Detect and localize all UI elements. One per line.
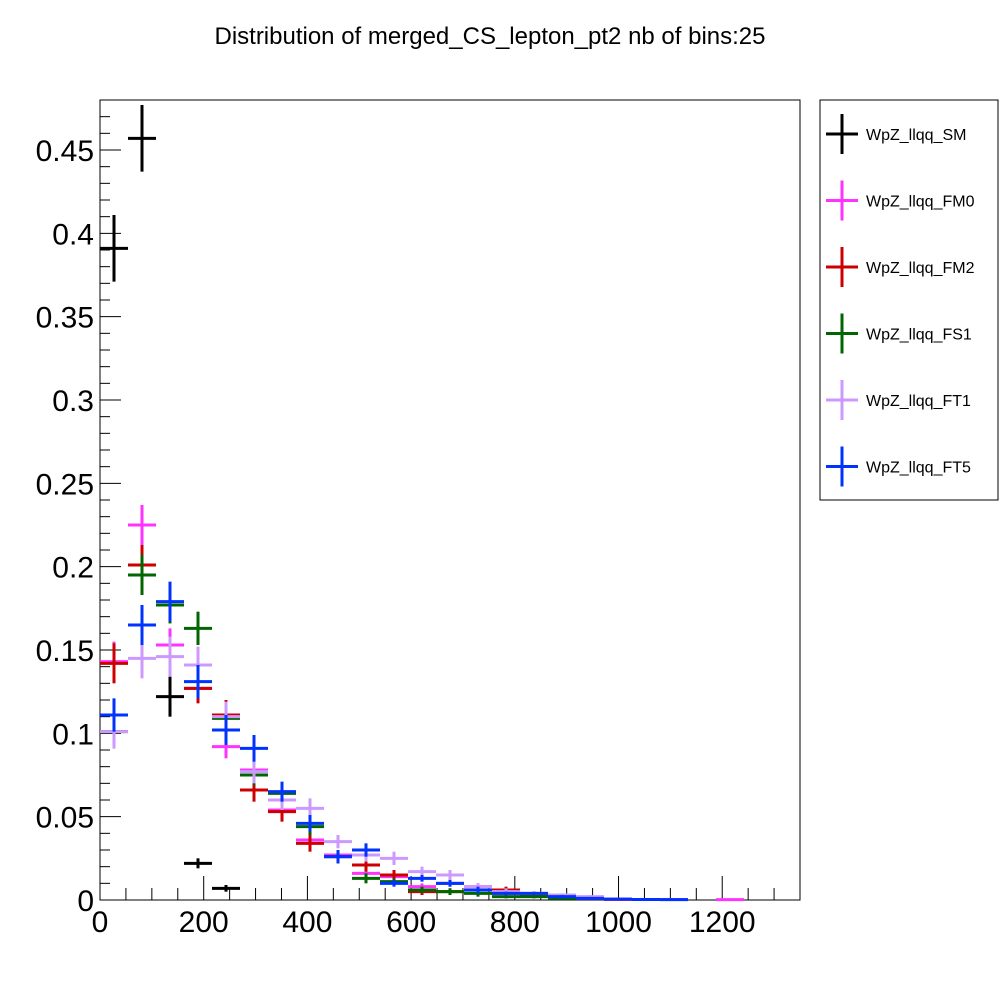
data-point [240, 760, 268, 784]
data-point [240, 735, 268, 762]
y-tick-label: 0.05 [36, 802, 94, 835]
x-tick-label: 800 [490, 906, 540, 939]
y-tick-label: 0.25 [36, 468, 94, 501]
data-series-layer [100, 105, 744, 902]
data-point [212, 885, 240, 892]
data-point [436, 880, 464, 887]
data-point [352, 843, 380, 857]
legend-label: WpZ_llqq_FM2 [866, 260, 975, 277]
y-tick-label: 0.45 [36, 135, 94, 168]
data-point [128, 105, 156, 172]
x-tick-label: 0 [92, 906, 109, 939]
legend-items: WpZ_llqq_SM WpZ_llqq_FM0 WpZ_llqq_FM2 WpZ_l… [826, 114, 975, 487]
data-point [548, 895, 576, 899]
legend-label: WpZ_llqq_FM0 [866, 194, 975, 211]
y-tick-label: 0.4 [52, 218, 94, 251]
data-point [436, 888, 464, 895]
data-point [156, 636, 184, 677]
data-point [408, 886, 436, 894]
y-tick-label: 0.2 [52, 552, 94, 585]
data-point [184, 611, 212, 645]
x-tick-label: 1000 [585, 906, 652, 939]
data-point [324, 835, 352, 849]
data-point [184, 858, 212, 869]
legend-box [819, 99, 999, 501]
y-tick-label: 0.1 [52, 718, 94, 751]
series-WpZ_llqq_FT5 [100, 581, 688, 902]
data-point [100, 643, 128, 684]
y-axis: 0 0.05 0.1 0.15 0.2 0.25 0.3 0.35 0.4 0.45 [36, 116, 121, 918]
x-tick-label: 1200 [689, 906, 756, 939]
data-point [380, 851, 408, 865]
series-WpZ_llqq_SM [100, 105, 240, 892]
data-point [492, 895, 520, 899]
data-point [212, 715, 240, 745]
x-tick-label: 400 [282, 906, 332, 939]
data-point [324, 850, 352, 864]
legend-entry: WpZ_llqq_FT5 [826, 446, 971, 487]
legend-label: WpZ_llqq_FS1 [866, 327, 972, 344]
data-point [296, 835, 324, 852]
data-point [128, 505, 156, 545]
data-point [296, 815, 324, 832]
x-tick-label: 200 [179, 906, 229, 939]
data-point [156, 581, 184, 622]
data-point [660, 898, 688, 902]
y-tick-label: 0 [77, 885, 94, 918]
data-point [576, 896, 604, 900]
data-point [184, 665, 212, 699]
data-point [464, 886, 492, 894]
data-point [100, 215, 128, 282]
legend: WpZ_llqq_SM WpZ_llqq_FM0 WpZ_llqq_FM2 WpZ_l… [819, 99, 999, 501]
data-point [128, 555, 156, 595]
legend-entry: WpZ_llqq_FM0 [826, 180, 975, 221]
data-point [408, 875, 436, 882]
data-point [492, 891, 520, 895]
data-point [604, 897, 632, 901]
legend-entry: WpZ_llqq_FM2 [826, 247, 975, 287]
data-point [436, 870, 464, 880]
data-point [520, 891, 548, 895]
legend-entry: WpZ_llqq_FS1 [826, 313, 972, 354]
legend-label: WpZ_llqq_FT1 [866, 393, 971, 410]
data-point [268, 781, 296, 802]
data-point [156, 676, 184, 717]
data-point [352, 873, 380, 884]
x-axis: 0 200 400 600 800 1000 1200 [92, 876, 775, 939]
y-tick-label: 0.3 [52, 385, 94, 418]
chart-title: Distribution of merged_CS_lepton_pt2 nb … [214, 23, 765, 50]
data-point [100, 698, 128, 732]
data-point [380, 880, 408, 887]
y-tick-label: 0.15 [36, 635, 94, 668]
data-point [520, 895, 548, 899]
legend-entry: WpZ_llqq_FT1 [826, 380, 971, 420]
legend-label: WpZ_llqq_SM [866, 127, 966, 144]
x-tick-label: 600 [386, 906, 436, 939]
data-point [716, 898, 744, 902]
y-tick-label: 0.35 [36, 302, 94, 335]
data-point [632, 898, 660, 901]
legend-entry: WpZ_llqq_SM [826, 114, 966, 154]
legend-label: WpZ_llqq_FT5 [866, 460, 971, 477]
data-point [128, 605, 156, 645]
